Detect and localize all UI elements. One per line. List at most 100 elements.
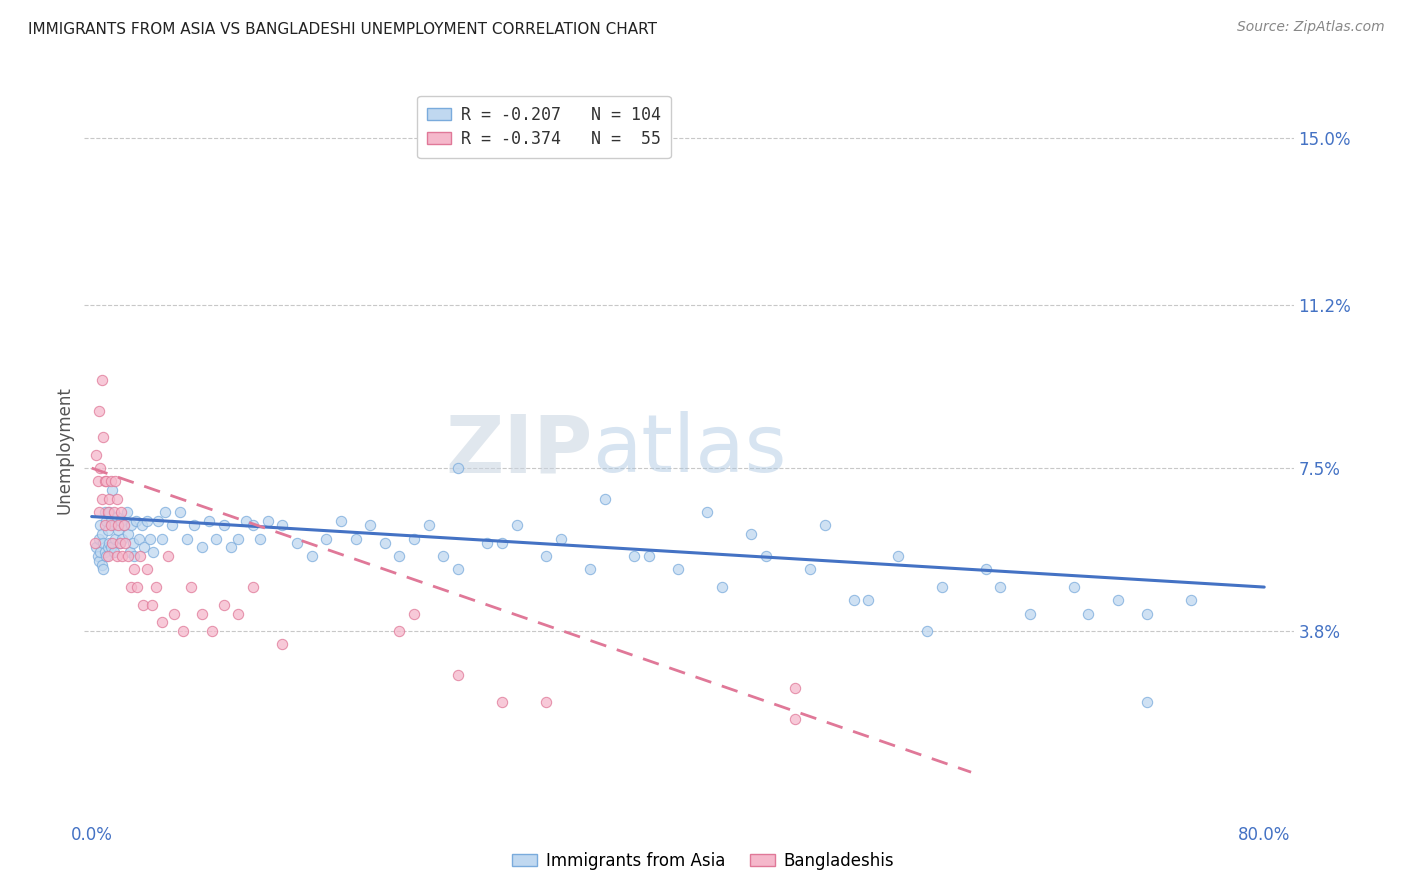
Point <box>974 562 997 576</box>
Point <box>110 505 132 519</box>
Point <box>285 536 308 550</box>
Point <box>122 562 145 576</box>
Point <box>112 518 135 533</box>
Point <box>96 549 118 564</box>
Point <box>388 549 411 564</box>
Point <box>111 532 134 546</box>
Point <box>107 518 129 533</box>
Point <box>180 580 202 594</box>
Point <box>115 505 138 519</box>
Point <box>190 541 212 555</box>
Point <box>579 562 602 576</box>
Point <box>84 541 107 555</box>
Point <box>842 593 865 607</box>
Point <box>134 541 156 555</box>
Point <box>404 532 426 546</box>
Point <box>447 562 470 576</box>
Point <box>201 624 224 639</box>
Point <box>1136 607 1159 621</box>
Point <box>887 549 910 564</box>
Point <box>1136 695 1159 709</box>
Point <box>136 562 159 576</box>
Y-axis label: Unemployment: Unemployment <box>55 386 73 515</box>
Point <box>94 475 117 489</box>
Point <box>108 536 131 550</box>
Point <box>98 491 121 506</box>
Point <box>755 549 778 564</box>
Point <box>146 514 169 528</box>
Point <box>205 532 228 546</box>
Point <box>94 545 117 559</box>
Point <box>89 518 111 533</box>
Point <box>101 536 124 550</box>
Point <box>190 607 212 621</box>
Point <box>104 475 127 489</box>
Point <box>740 527 762 541</box>
Point <box>128 532 150 546</box>
Point <box>83 536 105 550</box>
Point <box>183 518 205 533</box>
Point <box>120 580 142 594</box>
Legend: Immigrants from Asia, Bangladeshis: Immigrants from Asia, Bangladeshis <box>506 846 900 877</box>
Point <box>915 624 938 639</box>
Point <box>447 461 470 475</box>
Point <box>97 505 120 519</box>
Point <box>447 668 470 682</box>
Point <box>100 514 122 528</box>
Point <box>105 491 128 506</box>
Point <box>108 536 131 550</box>
Point <box>534 695 557 709</box>
Point <box>534 549 557 564</box>
Point <box>477 536 499 550</box>
Point <box>98 536 121 550</box>
Point <box>93 536 115 550</box>
Point <box>315 532 337 546</box>
Point <box>87 505 110 519</box>
Point <box>418 518 440 533</box>
Text: IMMIGRANTS FROM ASIA VS BANGLADESHI UNEMPLOYMENT CORRELATION CHART: IMMIGRANTS FROM ASIA VS BANGLADESHI UNEM… <box>28 22 657 37</box>
Point <box>359 518 381 533</box>
Point <box>219 541 242 555</box>
Point <box>111 549 134 564</box>
Point <box>432 549 454 564</box>
Point <box>97 523 120 537</box>
Point <box>150 615 173 630</box>
Point <box>858 593 880 607</box>
Point <box>86 475 108 489</box>
Point <box>89 461 111 475</box>
Point <box>256 514 278 528</box>
Point <box>1077 607 1099 621</box>
Point <box>112 518 135 533</box>
Point <box>212 598 235 612</box>
Point <box>110 514 132 528</box>
Point <box>91 373 114 387</box>
Point <box>122 549 145 564</box>
Point <box>100 518 122 533</box>
Point <box>593 491 616 506</box>
Point <box>163 607 186 621</box>
Point <box>226 607 249 621</box>
Point <box>176 532 198 546</box>
Point <box>86 549 108 564</box>
Point <box>666 562 689 576</box>
Point <box>271 518 294 533</box>
Point <box>242 518 264 533</box>
Text: Source: ZipAtlas.com: Source: ZipAtlas.com <box>1237 20 1385 34</box>
Point <box>104 532 127 546</box>
Point <box>101 483 124 497</box>
Point <box>84 448 107 462</box>
Point <box>124 514 146 528</box>
Point <box>145 580 167 594</box>
Point <box>132 598 155 612</box>
Point <box>226 532 249 546</box>
Point <box>506 518 529 533</box>
Point <box>87 532 110 546</box>
Point <box>96 475 118 489</box>
Point <box>121 536 143 550</box>
Point <box>785 681 807 696</box>
Point <box>100 541 122 555</box>
Legend: R = -0.207   N = 104, R = -0.374   N =  55: R = -0.207 N = 104, R = -0.374 N = 55 <box>418 96 671 158</box>
Point <box>114 536 136 550</box>
Point <box>242 580 264 594</box>
Point <box>550 532 572 546</box>
